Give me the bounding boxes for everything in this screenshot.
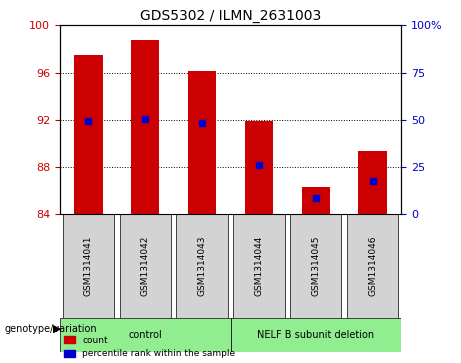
Text: ▶: ▶ <box>53 323 61 334</box>
Text: GSM1314044: GSM1314044 <box>254 236 263 296</box>
Title: GDS5302 / ILMN_2631003: GDS5302 / ILMN_2631003 <box>140 9 321 23</box>
FancyBboxPatch shape <box>233 214 284 318</box>
Bar <box>245 121 273 214</box>
FancyBboxPatch shape <box>290 214 341 318</box>
Text: GSM1314046: GSM1314046 <box>368 236 377 297</box>
Bar <box>131 40 160 214</box>
Text: control: control <box>128 330 162 340</box>
Bar <box>301 187 330 214</box>
FancyBboxPatch shape <box>347 214 398 318</box>
FancyBboxPatch shape <box>63 214 114 318</box>
Text: GSM1314042: GSM1314042 <box>141 236 150 296</box>
Text: NELF B subunit deletion: NELF B subunit deletion <box>257 330 374 340</box>
Text: GSM1314043: GSM1314043 <box>198 236 207 297</box>
FancyBboxPatch shape <box>120 214 171 318</box>
Legend: count, percentile rank within the sample: count, percentile rank within the sample <box>65 336 236 359</box>
Bar <box>74 55 102 214</box>
Bar <box>188 72 216 214</box>
FancyBboxPatch shape <box>177 214 228 318</box>
FancyBboxPatch shape <box>230 318 401 352</box>
Bar <box>358 151 387 214</box>
Text: genotype/variation: genotype/variation <box>5 323 97 334</box>
Text: GSM1314041: GSM1314041 <box>84 236 93 297</box>
FancyBboxPatch shape <box>60 318 230 352</box>
Text: GSM1314045: GSM1314045 <box>311 236 320 297</box>
